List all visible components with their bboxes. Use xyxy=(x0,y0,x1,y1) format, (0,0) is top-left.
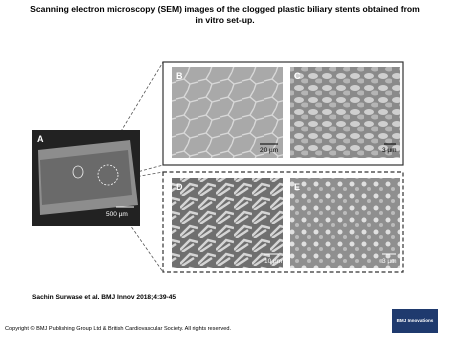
scale-bar-label: 3 µm xyxy=(382,258,397,265)
panel-label: D xyxy=(176,182,183,192)
sem-image xyxy=(172,178,283,268)
title-line: in vitro set-up. xyxy=(195,15,254,25)
panel-a: A 500 µm xyxy=(32,130,140,226)
logo xyxy=(392,309,438,333)
sem-image xyxy=(290,178,400,268)
scale-bar-label: 500 µm xyxy=(106,211,128,218)
title-line: Scanning electron microscopy (SEM) image… xyxy=(30,4,420,14)
scale-bar-label: 20 µm xyxy=(260,147,278,154)
panel-label: C xyxy=(294,71,301,81)
panel-label: A xyxy=(37,134,44,144)
copyright: Copyright © BMJ Publishing Group Ltd & B… xyxy=(5,325,231,332)
scale-bar-label: 3 µm xyxy=(382,147,397,154)
scale-bar-label: 10 µm xyxy=(264,258,282,265)
frame xyxy=(162,61,404,166)
sem-image xyxy=(172,67,283,158)
citation: Sachin Surwase et al. BMJ Innov 2018;4:3… xyxy=(32,294,176,301)
panel-label: E xyxy=(294,182,300,192)
panel-label: B xyxy=(176,71,183,81)
frame xyxy=(162,171,404,273)
sem-image xyxy=(290,67,400,158)
logo-text: BMJ Innovations xyxy=(397,318,434,323)
